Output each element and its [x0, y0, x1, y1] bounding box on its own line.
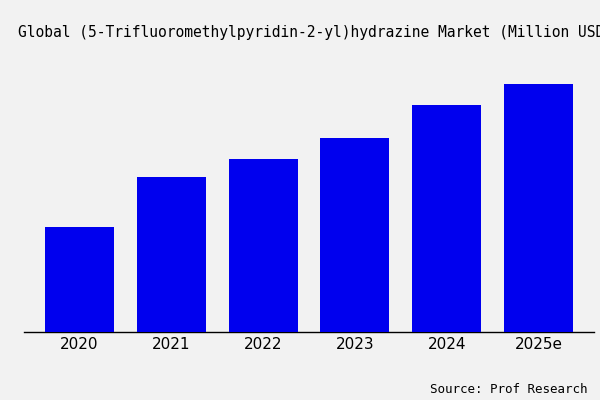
Bar — [320, 138, 389, 332]
Bar — [137, 176, 206, 332]
Text: Source: Prof Research: Source: Prof Research — [431, 383, 588, 396]
Bar — [505, 84, 574, 332]
Bar — [412, 105, 481, 332]
Bar — [229, 159, 298, 332]
Text: Global (5-Trifluoromethylpyridin-2-yl)hydrazine Market (Million USD): Global (5-Trifluoromethylpyridin-2-yl)hy… — [19, 25, 600, 40]
Bar — [44, 227, 113, 332]
